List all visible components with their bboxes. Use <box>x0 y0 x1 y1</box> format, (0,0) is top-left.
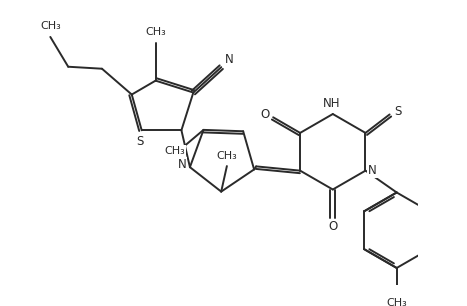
Text: O: O <box>328 220 338 233</box>
Text: N: N <box>225 54 234 66</box>
Text: CH₃: CH₃ <box>217 151 237 161</box>
Text: O: O <box>261 108 270 121</box>
Text: NH: NH <box>323 97 340 110</box>
Text: CH₃: CH₃ <box>40 21 61 31</box>
Text: N: N <box>177 159 186 171</box>
Text: CH₃: CH₃ <box>164 146 184 156</box>
Text: N: N <box>368 164 377 177</box>
Text: S: S <box>394 105 401 118</box>
Text: S: S <box>136 135 144 147</box>
Text: CH₃: CH₃ <box>386 297 407 306</box>
Text: CH₃: CH₃ <box>145 27 166 37</box>
